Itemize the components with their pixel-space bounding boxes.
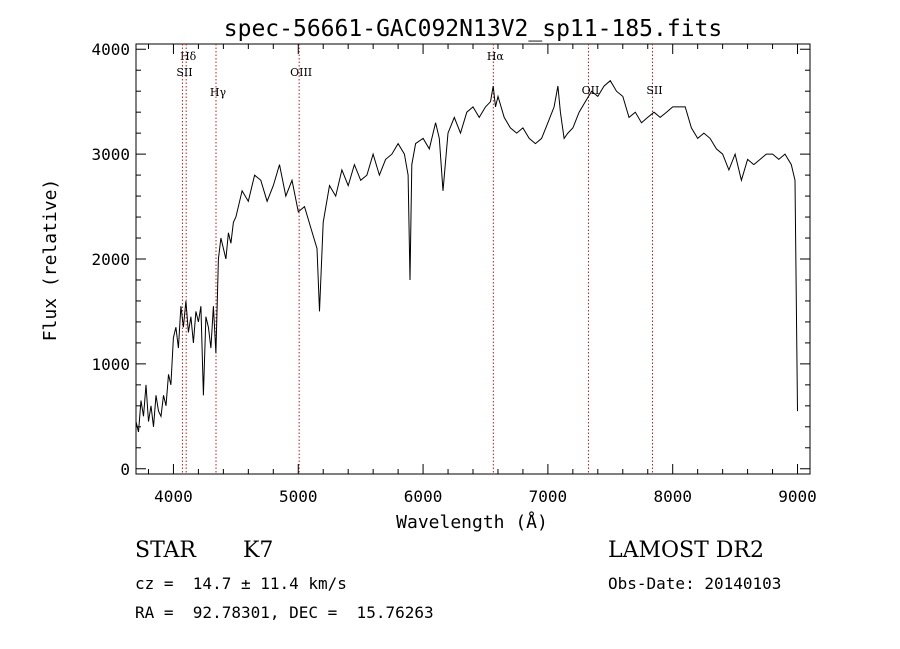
- chart-title: spec-56661-GAC092N13V2_sp11-185.fits: [224, 16, 723, 42]
- object-class: STAR: [135, 538, 196, 563]
- survey-name: LAMOST DR2: [608, 538, 764, 563]
- line-marker-label: Hα: [487, 50, 505, 63]
- x-tick-label: 7000: [529, 487, 568, 506]
- y-tick-label: 1000: [91, 355, 130, 374]
- line-marker-label: SII: [176, 66, 192, 79]
- line-marker-label: SII: [646, 84, 662, 97]
- x-axis-label: Wavelength (Å): [396, 511, 548, 533]
- obs-date: Obs-Date: 20140103: [608, 574, 782, 593]
- line-marker-label: Hγ: [210, 86, 227, 99]
- y-tick-label: 3000: [91, 145, 130, 164]
- axis-ticks: 4000 5000 6000 7000 8000 9000 0 1000 2000 3000 400…: [91, 40, 816, 506]
- y-tick-label: 0: [120, 460, 130, 479]
- y-tick-label: 2000: [91, 250, 130, 269]
- x-tick-label: 4000: [154, 487, 193, 506]
- y-tick-label: 4000: [91, 40, 130, 59]
- coordinates: RA = 92.78301, DEC = 15.76263: [135, 603, 434, 622]
- x-tick-label: 6000: [404, 487, 443, 506]
- subclass: K7: [243, 538, 274, 563]
- x-tick-label: 8000: [653, 487, 692, 506]
- plot-frame: [135, 43, 811, 475]
- x-tick-label: 5000: [279, 487, 318, 506]
- spectrum-line: [135, 79, 798, 433]
- line-marker-label: OIII: [290, 66, 312, 79]
- y-axis-label: Flux (relative): [40, 179, 61, 342]
- redshift-readout: cz = 14.7 ± 11.4 km/s: [135, 574, 347, 593]
- line-marker-label: Hδ: [180, 50, 197, 63]
- x-tick-label: 9000: [778, 487, 817, 506]
